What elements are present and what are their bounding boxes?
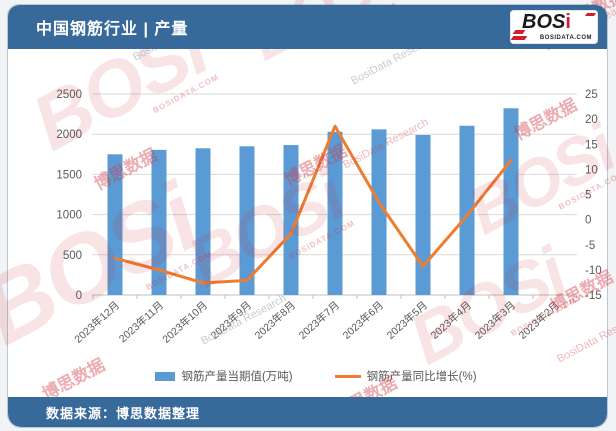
line-swatch-icon <box>334 374 361 378</box>
svg-text:500: 500 <box>63 250 82 262</box>
svg-text:2000: 2000 <box>56 129 82 141</box>
svg-text:-10: -10 <box>585 265 602 277</box>
combo-chart: 0 500 1000 1500 2000 2500 -15 -10 -5 0 5 10 15 20 25 20… <box>56 89 602 346</box>
svg-text:25: 25 <box>585 89 598 101</box>
svg-text:10: 10 <box>585 164 598 176</box>
svg-text:2023年8月: 2023年8月 <box>252 299 298 342</box>
svg-text:-15: -15 <box>585 290 602 302</box>
legend-label-bars: 钢筋产量当期值(万吨) <box>181 371 293 383</box>
chart-header: 中国钢筋行业 | 产量 BOSi BOSIDATA.COM <box>8 5 607 49</box>
logo-stripe-icon <box>510 36 528 40</box>
svg-text:0: 0 <box>76 290 82 302</box>
svg-text:2023年2月: 2023年2月 <box>516 299 562 342</box>
chart-title: 中国钢筋行业 | 产量 <box>36 21 189 38</box>
svg-text:2023年3月: 2023年3月 <box>472 299 518 342</box>
svg-text:2023年11月: 2023年11月 <box>116 299 166 346</box>
svg-text:2023年4月: 2023年4月 <box>428 299 474 342</box>
chart-plot-area: 0 500 1000 1500 2000 2500 -15 -10 -5 0 5 10 15 20 25 20… <box>8 5 607 427</box>
svg-text:2023年12月: 2023年12月 <box>72 299 122 346</box>
svg-text:5: 5 <box>585 190 591 202</box>
svg-text:2500: 2500 <box>56 89 82 101</box>
svg-text:1000: 1000 <box>56 210 82 222</box>
data-source-text: 数据来源：博思数据整理 <box>46 405 201 421</box>
svg-text:-5: -5 <box>585 240 595 252</box>
legend-item-bars: 钢筋产量当期值(万吨) <box>155 368 293 384</box>
bosi-logo: BOSi BOSIDATA.COM <box>510 10 598 44</box>
chart-footer: 数据来源：博思数据整理 <box>8 397 607 427</box>
svg-text:20: 20 <box>585 114 598 126</box>
legend-item-line: 钢筋产量同比增长(%) <box>334 368 477 384</box>
svg-text:15: 15 <box>585 139 598 151</box>
svg-text:2023年7月: 2023年7月 <box>296 299 342 342</box>
svg-text:2023年9月: 2023年9月 <box>208 299 254 342</box>
bosi-logo-domain: BOSIDATA.COM <box>539 35 592 41</box>
svg-text:0: 0 <box>585 215 591 227</box>
chart-card: 中国钢筋行业 | 产量 BOSi BOSIDATA.COM 0 500 1000 15… <box>7 4 608 428</box>
svg-text:2023年5月: 2023年5月 <box>384 299 430 342</box>
svg-text:2023年6月: 2023年6月 <box>340 299 386 342</box>
svg-text:1500: 1500 <box>56 169 82 181</box>
bar-swatch-icon <box>155 371 176 381</box>
chart-legend: 钢筋产量当期值(万吨) 钢筋产量同比增长(%) <box>8 368 607 384</box>
logo-stripe-icon <box>584 13 597 16</box>
svg-text:2023年10月: 2023年10月 <box>160 299 210 346</box>
legend-label-line: 钢筋产量同比增长(%) <box>366 371 477 383</box>
bosi-logo-text: BOSi <box>522 11 571 33</box>
